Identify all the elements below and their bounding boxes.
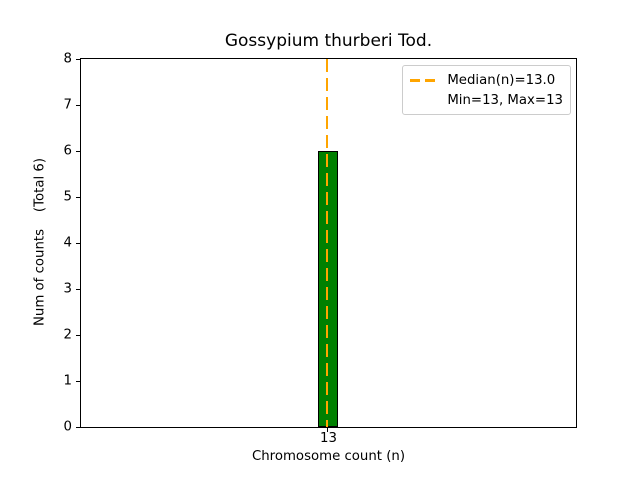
chart-title: Gossypium thurberi Tod.	[224, 31, 433, 51]
y-axis-label: Num of counts (Total 6)	[32, 157, 48, 327]
y-tick-label: 4	[63, 235, 72, 251]
y-tick-mark	[76, 380, 80, 382]
y-tick-label: 2	[63, 327, 72, 343]
y-tick-mark	[76, 288, 80, 290]
y-tick-mark	[76, 334, 80, 336]
plot-area: Median(n)=13.0 Min=13, Max=13 0 1 2 3 4 5 6 7 8	[64, 52, 577, 434]
legend-label-median: Median(n)=13.0	[447, 72, 556, 88]
legend-empty-swatch	[410, 99, 435, 102]
median-dashed-line-swatch	[410, 78, 436, 82]
median-line	[326, 59, 328, 427]
x-tick-mark	[327, 428, 328, 432]
y-tick-mark	[76, 104, 80, 106]
legend-entry-minmax: Min=13, Max=13	[410, 90, 563, 110]
legend: Median(n)=13.0 Min=13, Max=13	[402, 65, 571, 115]
y-tick-label: 8	[63, 51, 72, 67]
y-tick-label: 6	[63, 143, 72, 159]
y-tick-mark	[76, 242, 80, 244]
x-tick-label: 13	[320, 431, 337, 446]
y-tick-label: 7	[63, 97, 72, 113]
y-tick-label: 5	[63, 189, 72, 205]
y-tick-mark	[76, 150, 80, 152]
y-tick-mark	[76, 58, 80, 60]
legend-entry-median: Median(n)=13.0	[410, 70, 563, 90]
y-tick-label: 0	[63, 419, 72, 435]
y-tick-mark	[76, 196, 80, 198]
x-axis-label: Chromosome count (n)	[251, 449, 406, 464]
bar-chromosome-13	[318, 151, 338, 427]
y-tick-label: 3	[63, 281, 72, 297]
y-tick-label: 1	[63, 373, 72, 389]
y-tick-mark	[76, 426, 80, 428]
legend-label-minmax: Min=13, Max=13	[447, 92, 563, 108]
